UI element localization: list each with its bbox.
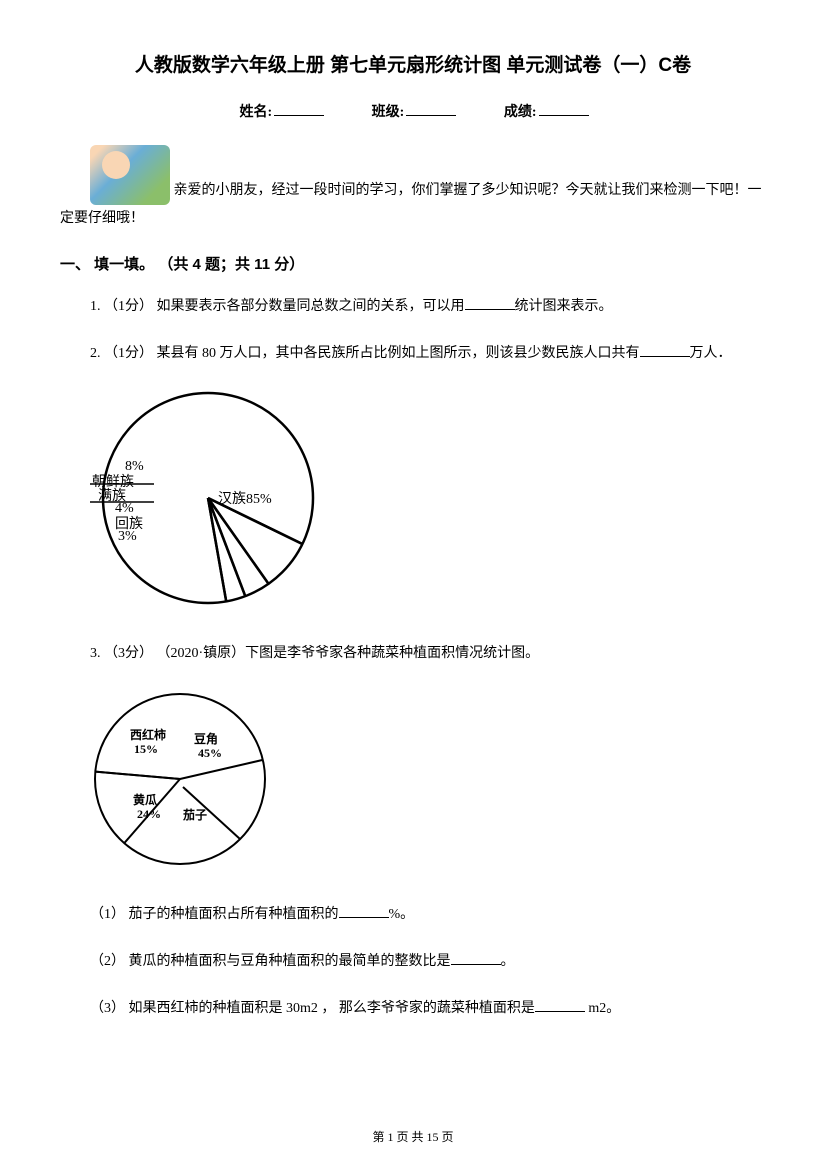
teacher-illustration (90, 189, 174, 204)
svg-text:西红柿: 西红柿 (130, 727, 166, 742)
svg-text:茄子: 茄子 (182, 807, 207, 822)
fill-blank[interactable] (640, 342, 690, 357)
score-label: 成绩: (504, 105, 537, 120)
fill-blank[interactable] (451, 950, 501, 965)
name-blank[interactable] (274, 101, 324, 116)
svg-text:45%: 45% (198, 746, 222, 760)
question-3: 3. （3分） （2020·镇原）下图是李爷爷家各种蔬菜种植面积情况统计图。 (90, 641, 766, 666)
fill-blank[interactable] (465, 295, 515, 310)
svg-text:3%: 3% (118, 529, 137, 544)
question-3-3: （3） 如果西红柿的种植面积是 30m2 ， 那么李爷爷家的蔬菜种植面积是 m2… (90, 996, 766, 1021)
question-1: 1. （1分） 如果要表示各部分数量同总数之间的关系，可以用统计图来表示。 (90, 294, 766, 319)
score-blank[interactable] (539, 101, 589, 116)
svg-text:8%: 8% (125, 459, 144, 474)
name-label: 姓名: (239, 105, 272, 120)
ethnic-pie-chart: 汉族85%8%朝鲜族满族4%回族3% (90, 388, 766, 613)
fill-blank[interactable] (339, 903, 389, 918)
section-1-header: 一、 填一填。 （共 4 题；共 11 分） (60, 253, 766, 274)
svg-text:豆角: 豆角 (194, 731, 218, 746)
fill-blank[interactable] (535, 997, 585, 1012)
page-footer: 第 1 页 共 15 页 (0, 1128, 826, 1145)
svg-text:15%: 15% (134, 742, 158, 756)
svg-text:朝鲜族: 朝鲜族 (92, 474, 134, 490)
svg-text:黄瓜: 黄瓜 (133, 792, 157, 807)
page-title: 人教版数学六年级上册 第七单元扇形统计图 单元测试卷（一）C卷 (60, 50, 766, 77)
student-info-row: 姓名: 班级: 成绩: (60, 101, 766, 121)
question-3-1: （1） 茄子的种植面积占所有种植面积的%。 (90, 902, 766, 927)
svg-text:24%: 24% (137, 807, 161, 821)
question-2: 2. （1分） 某县有 80 万人口，其中各民族所占比例如上图所示，则该县少数民… (90, 341, 766, 366)
vegetable-pie-chart: 豆角45% 茄子 黄瓜24% 西红柿15% (90, 689, 766, 874)
intro-block: 亲爱的小朋友，经过一段时间的学习，你们掌握了多少知识呢？今天就让我们来检测一下吧… (60, 145, 766, 233)
class-label: 班级: (372, 105, 405, 120)
question-3-2: （2） 黄瓜的种植面积与豆角种植面积的最简单的整数比是。 (90, 949, 766, 974)
class-blank[interactable] (406, 101, 456, 116)
svg-text:4%: 4% (115, 501, 134, 516)
svg-text:汉族85%: 汉族85% (218, 491, 272, 507)
